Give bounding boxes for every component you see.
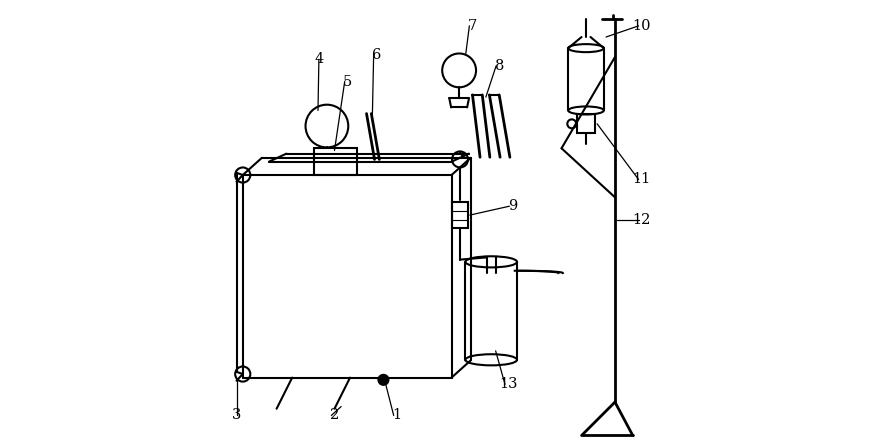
Text: 5: 5 — [343, 74, 352, 89]
Bar — [452, 202, 468, 228]
Text: 2: 2 — [330, 409, 339, 422]
Text: 10: 10 — [633, 19, 650, 33]
Text: 9: 9 — [508, 199, 517, 213]
Text: 8: 8 — [495, 59, 504, 73]
Text: 12: 12 — [633, 212, 650, 227]
Text: 7: 7 — [468, 19, 477, 33]
Bar — [577, 115, 595, 133]
Bar — [314, 148, 357, 175]
Text: 4: 4 — [314, 52, 323, 66]
Text: 11: 11 — [633, 172, 650, 186]
Text: 6: 6 — [372, 48, 382, 62]
Text: 1: 1 — [392, 409, 401, 422]
Text: 13: 13 — [499, 377, 517, 391]
Text: 3: 3 — [232, 409, 241, 422]
Circle shape — [378, 375, 389, 385]
